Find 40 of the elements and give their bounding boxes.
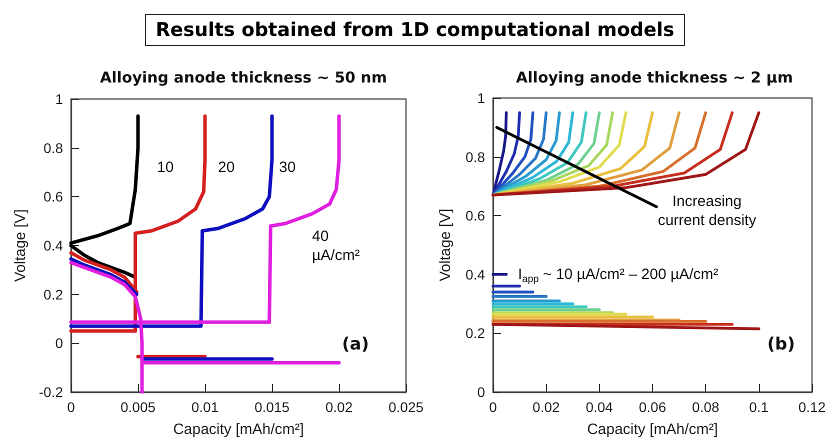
y-tick-label: 0.8 [466,148,486,165]
y-tick-label: 0 [55,335,64,352]
x-tick-label: 0.01 [191,399,219,415]
x-tick-label: 0.015 [254,399,290,415]
y-tick-label: 0.4 [466,266,486,282]
y-axis-title: Voltage [V] [12,209,29,282]
x-axis-title: Capacity [mAh/cm²] [587,421,718,438]
annotation: 20 [218,159,235,176]
annotation: (a) [342,334,370,354]
y-tick-label: 1 [477,90,486,106]
x-tick-label: 0.04 [586,399,614,415]
annotation: 40 µA/cm² [312,228,360,264]
text: Results obtained from 1D computational models [144,14,686,46]
y-tick-label: 0.6 [44,188,64,205]
y-tick-label: 1 [55,91,64,107]
annotation: (b) [767,334,796,354]
x-tick-label: 0.06 [638,399,666,415]
x-axis-title: Capacity [mAh/cm²] [173,421,304,438]
y-tick-label: 0.2 [466,325,486,342]
x-tick-label: 0 [67,399,76,415]
x-tick-label: 0.02 [532,399,560,415]
x-tick-label: 0.1 [749,399,769,415]
annotation: 30 [279,159,296,176]
y-tick-label: 0 [477,384,486,400]
annotation: Increasing current density [658,193,757,229]
x-tick-label: 0.08 [692,399,720,415]
x-tick-label: 0 [489,399,498,415]
y-tick-label: 0.2 [44,286,64,302]
x-tick-label: 0.005 [120,399,156,415]
x-tick-label: 0.02 [325,399,353,415]
y-tick-label: -0.2 [38,384,64,400]
y-axis-title: Voltage [V] [437,208,454,282]
chart-title: Alloying anode thickness ~ 50 nm [100,68,387,86]
x-tick-label: 0.025 [388,399,424,415]
x-tick-label: 0.12 [798,399,826,415]
chart-title: Alloying anode thickness ~ 2 µm [516,68,793,86]
y-tick-label: 0.8 [44,140,64,156]
y-tick-label: 0.4 [44,238,64,254]
annotation: 10 [157,159,174,176]
y-tick-label: 0.6 [466,208,486,224]
